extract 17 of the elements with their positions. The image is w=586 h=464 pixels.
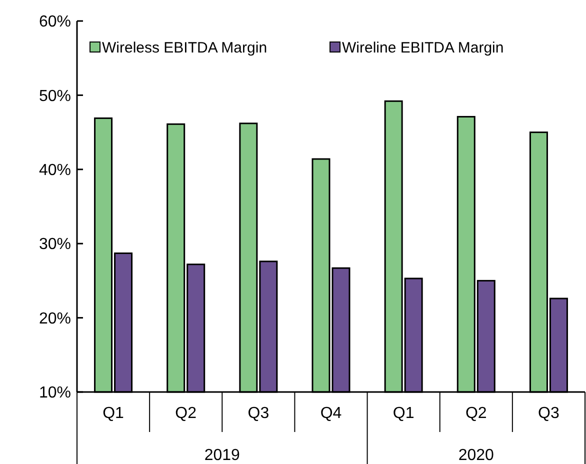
y-tick-label: 50%	[38, 88, 71, 105]
y-tick-label: 30%	[38, 236, 71, 254]
x-tick-label: Q3	[538, 405, 560, 422]
legend-label: Wireless EBITDA Margin	[102, 39, 268, 56]
y-tick-label: 10%	[38, 384, 71, 402]
text: 2020	[458, 447, 494, 464]
y-tick-label: 40%	[38, 162, 71, 179]
legend-label: Wireline EBITDA Margin	[342, 39, 504, 56]
x-tick-label: Q3	[248, 405, 270, 422]
text: 2019	[204, 447, 240, 464]
x-tick-label: Q2	[465, 405, 487, 422]
x-tick-label: Q1	[392, 405, 414, 422]
x-tick-label: Q4	[320, 405, 342, 422]
y-tick-label: 20%	[38, 310, 71, 328]
x-tick-label: Q1	[102, 405, 124, 422]
y-tick-label: 60%	[38, 14, 71, 31]
x-tick-label: Q2	[175, 405, 197, 422]
